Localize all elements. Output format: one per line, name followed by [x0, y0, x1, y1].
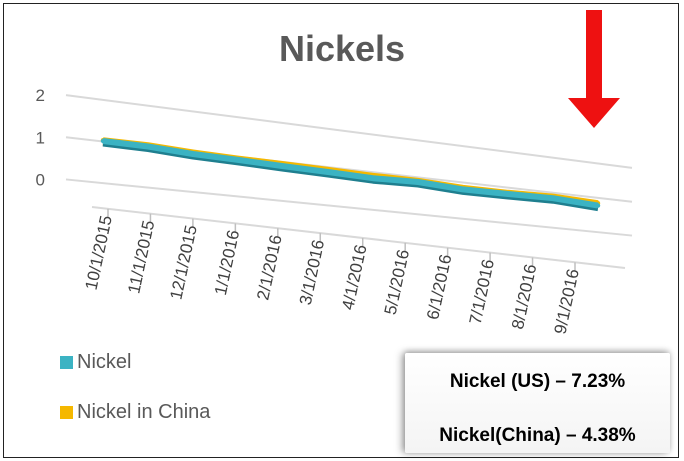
- x-tick-label: 3/1/2016: [296, 238, 328, 307]
- legend-item-nickel-china: Nickel in China: [60, 400, 210, 424]
- data-point: [101, 139, 105, 143]
- y-tick-label: 1: [36, 128, 45, 147]
- x-tick-label: 6/1/2016: [423, 253, 455, 322]
- legend-label-nickel: Nickel: [77, 351, 131, 374]
- legend-swatch-nickel-china: [60, 406, 73, 419]
- x-tick-label: 11/1/2015: [124, 219, 158, 296]
- legend-swatch-nickel: [60, 356, 73, 369]
- data-point: [236, 158, 240, 162]
- data-point: [596, 203, 600, 207]
- x-tick-label: 7/1/2016: [466, 257, 498, 326]
- x-tick-label: 1/1/2016: [211, 228, 243, 297]
- x-tick-label: 4/1/2016: [338, 243, 370, 312]
- data-point: [461, 187, 465, 191]
- callout-nickel-china: Nickel(China) – 4.38%: [405, 425, 670, 447]
- data-point: [281, 164, 285, 168]
- series-line: [103, 141, 598, 206]
- data-point: [416, 180, 420, 184]
- x-tick-label: 9/1/2016: [551, 267, 583, 336]
- data-point: [371, 176, 375, 180]
- red-down-arrow-icon: [568, 10, 620, 130]
- legend-item-nickel: Nickel: [60, 350, 210, 374]
- data-point: [146, 144, 150, 148]
- y-tick-label: 0: [36, 170, 45, 189]
- chart-legend: Nickel Nickel in China: [60, 350, 210, 424]
- x-tick-label: 12/1/2015: [167, 223, 201, 301]
- x-tick-label: 5/1/2016: [381, 248, 413, 317]
- data-point: [326, 170, 330, 174]
- data-point: [506, 192, 510, 196]
- y-tick-label: 2: [36, 86, 45, 105]
- x-tick-label: 2/1/2016: [253, 233, 285, 302]
- legend-label-nickel-china: Nickel in China: [77, 401, 210, 424]
- x-tick-label: 10/1/2015: [82, 214, 116, 292]
- data-point: [191, 152, 195, 156]
- gridline-y: [66, 95, 632, 168]
- change-callout-box: Nickel (US) – 7.23% Nickel(China) – 4.38…: [405, 353, 670, 453]
- data-point: [551, 196, 555, 200]
- x-tick-label: 8/1/2016: [508, 262, 540, 331]
- callout-nickel-us: Nickel (US) – 7.23%: [405, 371, 670, 393]
